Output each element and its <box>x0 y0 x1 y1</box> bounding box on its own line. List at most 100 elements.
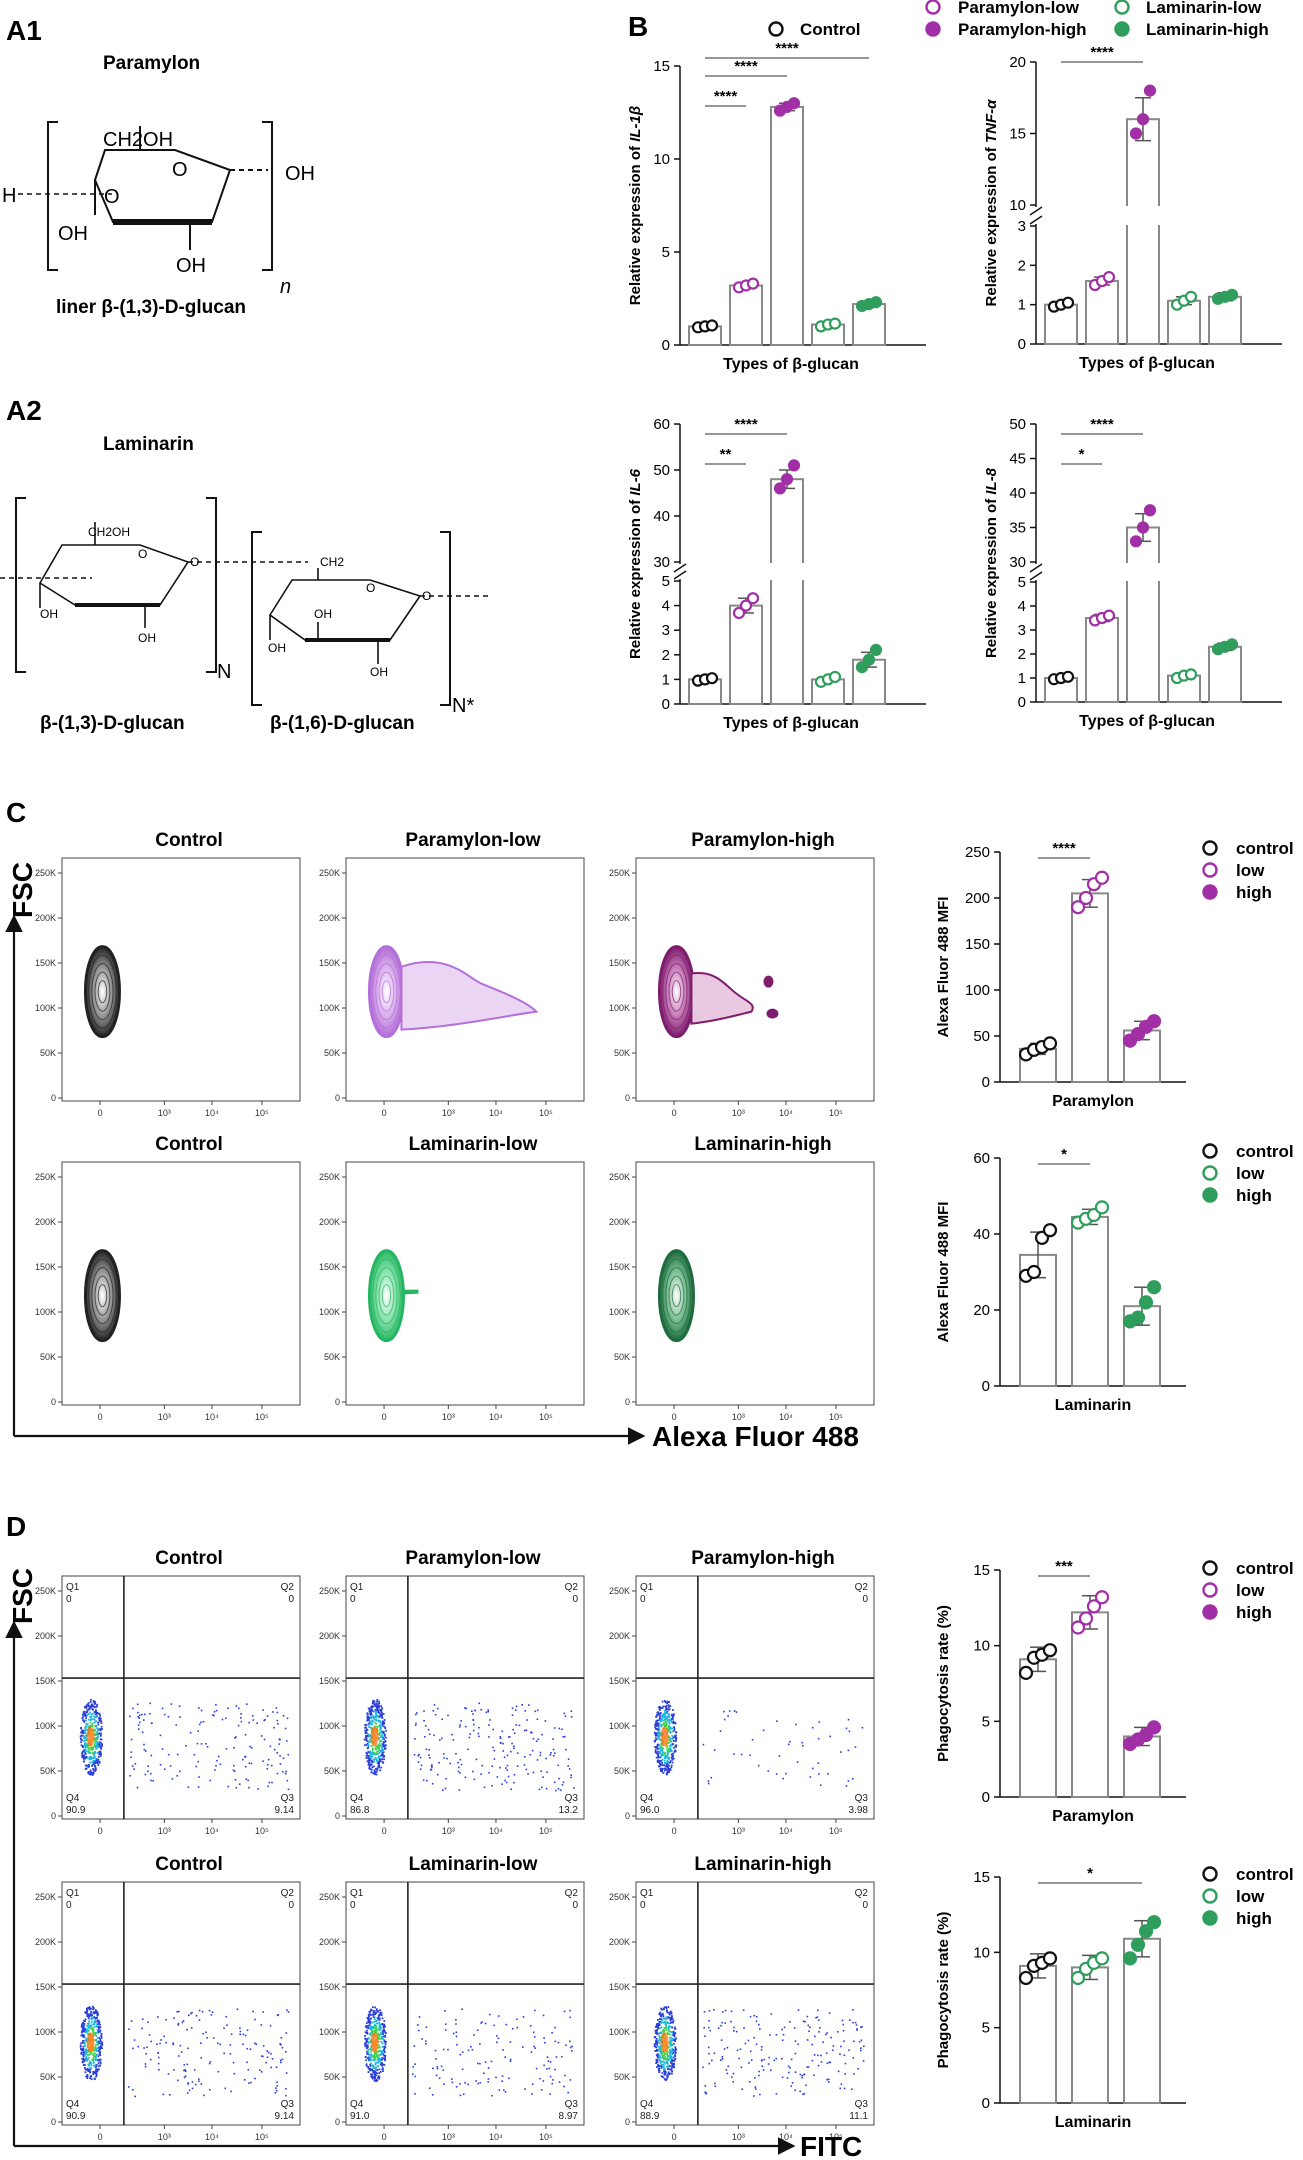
event-dot <box>92 1751 95 1754</box>
event-dot <box>378 2028 381 2031</box>
event-dot <box>150 2040 152 2043</box>
event-dot <box>670 1764 673 1767</box>
event-dot <box>381 1721 384 1724</box>
event-dot <box>95 2054 98 2057</box>
event-dot <box>84 2018 87 2021</box>
event-dot <box>132 1707 134 1710</box>
event-dot <box>790 2085 793 2087</box>
event-dot <box>459 1724 461 1726</box>
event-dot <box>206 2036 208 2039</box>
event-dot <box>81 2030 83 2033</box>
event-dot <box>134 2095 136 2098</box>
event-dot <box>557 1764 559 1767</box>
event-dot <box>464 1725 467 1728</box>
event-dot <box>674 1749 677 1752</box>
event-dot <box>97 1728 99 1731</box>
event-dot <box>90 2062 93 2064</box>
event-dot <box>540 1770 543 1772</box>
event-dot <box>99 2050 101 2053</box>
event-dot <box>378 1765 381 1767</box>
event-dot <box>424 2040 427 2042</box>
event-dot <box>88 2062 91 2065</box>
event-dot <box>801 2074 804 2077</box>
event-dot <box>666 2066 669 2069</box>
event-dot <box>93 1715 96 1718</box>
event-dot <box>83 1748 86 1751</box>
event-dot <box>130 1751 133 1753</box>
event-dot <box>380 1708 383 1711</box>
event-dot <box>666 1719 669 1722</box>
event-dot <box>541 1733 543 1736</box>
event-dot <box>667 1767 670 1769</box>
event-dot <box>499 1737 502 1740</box>
legend-marker-control <box>768 21 784 37</box>
y-tick-label: 1 <box>1018 297 1026 314</box>
event-dot <box>377 1715 380 1718</box>
event-dot <box>663 2017 665 2020</box>
event-dot <box>670 1753 673 1756</box>
event-dot <box>657 1732 660 1734</box>
event-dot <box>367 2037 370 2040</box>
event-dot <box>441 1737 443 1740</box>
event-dot <box>367 1715 370 1718</box>
bar-paramylon-high <box>770 105 804 346</box>
event-dot <box>531 2093 533 2095</box>
event-dot <box>669 1726 672 1728</box>
event-dot <box>276 1772 279 1775</box>
event-dot <box>748 2080 751 2083</box>
event-dot <box>384 2046 387 2049</box>
event-dot <box>658 2065 661 2068</box>
legend-marker-low <box>1202 862 1218 878</box>
event-dot <box>275 2087 277 2089</box>
event-dot <box>455 2085 458 2088</box>
event-dot <box>497 2037 500 2040</box>
event-dot <box>92 2005 94 2008</box>
event-dot <box>379 1755 382 1758</box>
event-dot <box>379 2029 382 2031</box>
event-dot <box>244 1733 247 1736</box>
event-dot <box>133 1768 135 1770</box>
event-dot <box>717 2027 720 2029</box>
event-dot <box>549 2075 552 2078</box>
y-tick-label: 150K <box>35 1262 56 1272</box>
y-tick-label: 0 <box>982 2095 990 2112</box>
event-dot <box>660 1755 663 1758</box>
event-dot <box>88 2020 90 2023</box>
event-dot <box>662 1716 664 1718</box>
event-dot <box>367 2050 370 2053</box>
event-dot <box>839 2087 842 2090</box>
event-dot <box>374 2063 377 2066</box>
event-dot <box>82 1746 84 1749</box>
significance-label: * <box>1061 1146 1067 1163</box>
event-dot <box>413 1753 416 1756</box>
event-dot <box>280 2061 282 2064</box>
x-tick-label: 10³ <box>442 1108 455 1118</box>
event-dot <box>91 1718 94 1721</box>
event-dot <box>523 1755 526 1758</box>
event-dot <box>654 2050 657 2052</box>
event-dot <box>370 1720 373 1723</box>
event-dot <box>234 1737 236 1739</box>
event-dot <box>93 2049 96 2052</box>
event-dot <box>200 2083 203 2085</box>
event-dot <box>852 2021 854 2024</box>
event-dot <box>557 2041 560 2044</box>
event-dot <box>369 2033 371 2036</box>
event-dot <box>791 2082 794 2084</box>
event-dot <box>708 2010 711 2012</box>
event-dot <box>96 2025 99 2028</box>
event-dot <box>457 1761 459 1764</box>
event-dot <box>789 2020 791 2023</box>
event-dot <box>79 1735 82 1738</box>
event-dot <box>94 1768 97 1771</box>
event-dot <box>720 2024 722 2027</box>
event-dot <box>372 2027 374 2029</box>
event-dot <box>473 2034 475 2036</box>
event-dot <box>276 2014 279 2017</box>
event-dot <box>95 2075 97 2078</box>
event-dot <box>143 1748 146 1751</box>
event-dot <box>659 1738 662 1741</box>
event-dot <box>435 2058 437 2060</box>
x-tick-label: 0 <box>98 1108 103 1118</box>
